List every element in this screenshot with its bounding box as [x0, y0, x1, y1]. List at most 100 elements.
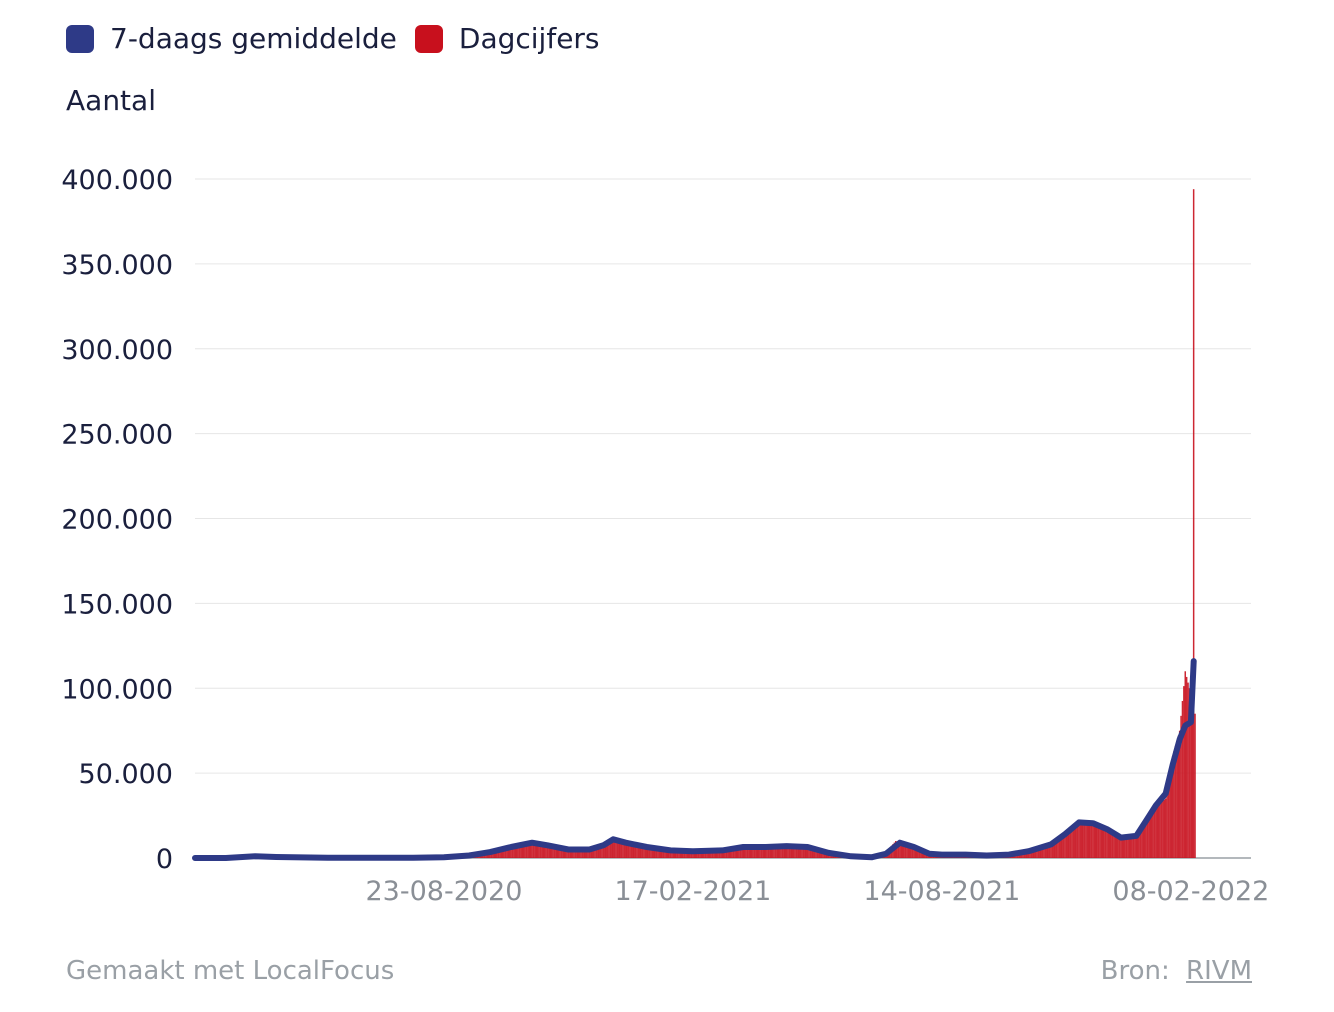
daily-bar [521, 844, 524, 858]
daily-bar [1129, 837, 1132, 858]
daily-bar [1139, 831, 1142, 858]
daily-bar [640, 846, 642, 858]
daily-bar [585, 849, 588, 858]
daily-bar [769, 845, 771, 858]
daily-bar [665, 849, 668, 858]
daily-bar [1040, 847, 1042, 858]
daily-bar [646, 847, 648, 858]
daily-bar [1104, 827, 1107, 858]
daily-bar [1030, 850, 1033, 858]
daily-bar [1025, 851, 1027, 858]
daily-bar [914, 848, 917, 858]
daily-bar [1048, 844, 1051, 858]
daily-bar [559, 847, 561, 858]
daily-bar [1074, 825, 1076, 858]
daily-bar [680, 850, 683, 858]
daily-bar [1071, 828, 1073, 858]
source-link[interactable]: RIVM [1186, 956, 1252, 986]
daily-bar [1086, 823, 1089, 858]
daily-bar [651, 848, 654, 858]
daily-bar [658, 849, 661, 858]
daily-bar [1051, 843, 1054, 858]
daily-bar [1145, 824, 1147, 858]
daily-bar [1094, 824, 1097, 858]
daily-bar [661, 849, 663, 858]
daily-bar [1124, 836, 1126, 858]
daily-bar [669, 850, 672, 858]
daily-bar [657, 849, 659, 858]
daily-bar [1088, 823, 1090, 858]
daily-bar [720, 850, 722, 858]
daily-bar [728, 849, 731, 858]
daily-bar [1110, 829, 1112, 858]
daily-bar [790, 845, 792, 858]
daily-bar [506, 847, 508, 858]
daily-bar [538, 843, 540, 858]
daily-bar [805, 846, 807, 858]
y-axis-title: Aantal [66, 84, 156, 117]
daily-bar [717, 850, 719, 858]
daily-bar [792, 845, 795, 858]
daily-bar [685, 850, 687, 858]
daily-bar [1160, 802, 1163, 858]
daily-bar [587, 849, 589, 858]
daily-bar [741, 847, 743, 858]
daily-bar [732, 848, 735, 858]
daily-bar [1100, 826, 1103, 858]
daily-bar [1177, 735, 1180, 858]
daily-bar [770, 845, 773, 858]
daily-bar [764, 846, 767, 858]
daily-bar [1134, 837, 1136, 858]
daily-bar [602, 844, 605, 858]
daily-bar [694, 851, 697, 858]
daily-bar [508, 847, 511, 858]
daily-bar [724, 849, 726, 858]
daily-bar [494, 850, 497, 858]
daily-bar [1171, 756, 1174, 858]
daily-bar [672, 850, 675, 858]
daily-bar [542, 844, 545, 858]
daily-bar [581, 849, 584, 858]
daily-bar [696, 851, 698, 858]
daily-bar [671, 850, 673, 858]
daily-bar [1157, 804, 1160, 858]
daily-bar [689, 851, 691, 858]
daily-bar [1138, 833, 1140, 858]
daily-bar [908, 845, 911, 858]
x-tick-label: 14-08-2021 [863, 876, 1020, 907]
y-tick-label: 50.000 [79, 759, 173, 790]
daily-bar [1181, 700, 1184, 858]
daily-bar [798, 846, 800, 858]
daily-bar [1174, 745, 1177, 858]
daily-bar [722, 850, 725, 858]
daily-bar [906, 844, 908, 858]
daily-bar [1115, 833, 1118, 858]
daily-bar [629, 843, 631, 858]
daily-bar [703, 850, 705, 858]
daily-bar [510, 846, 512, 858]
daily-bar [1081, 822, 1083, 858]
daily-bar [811, 848, 813, 858]
daily-bar [633, 844, 635, 858]
daily-bar [907, 845, 910, 858]
daily-bar [675, 850, 677, 858]
daily-bar [1167, 781, 1170, 858]
daily-bar [605, 842, 607, 858]
daily-bar [752, 846, 754, 858]
average-line [192, 658, 1197, 861]
daily-bar [580, 849, 582, 858]
daily-bar [667, 850, 669, 858]
x-tick-label: 23-08-2020 [366, 876, 523, 907]
daily-bar [1118, 835, 1121, 858]
legend-item-average[interactable]: 7-daags gemiddelde [66, 22, 397, 55]
daily-bar [1187, 682, 1189, 858]
daily-bar [917, 850, 919, 858]
daily-bar [911, 847, 914, 858]
legend-item-daily[interactable]: Dagcijfers [414, 22, 600, 55]
legend-label-average: 7-daags gemiddelde [110, 22, 397, 55]
daily-bar [788, 845, 791, 858]
daily-bar [613, 838, 616, 858]
daily-bar [655, 848, 658, 858]
daily-bar [1143, 825, 1146, 858]
